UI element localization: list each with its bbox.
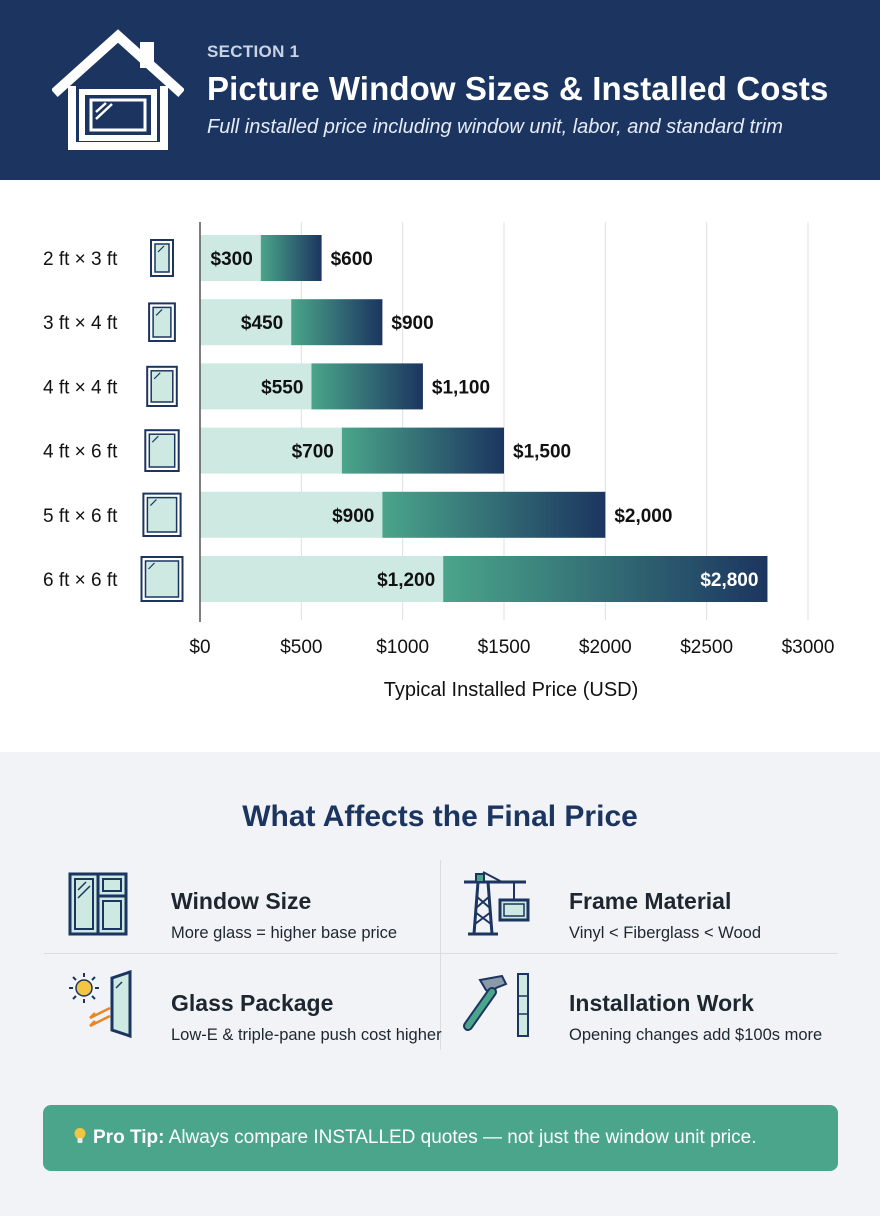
low-range-bar <box>200 363 312 410</box>
price-factors-section: What Affects the Final Price Window Size… <box>0 752 880 1216</box>
chart-canvas: $0 $500 $1000 $1500 $2000 $2500 $3000 2 ft × 3… <box>43 222 835 701</box>
factor-frame-material: Frame Material Vinyl < Fiberglass < Wood <box>462 868 852 958</box>
window-pane-icon <box>146 496 178 533</box>
category-label: 2 ft × 3 ft <box>43 249 118 270</box>
low-value-label: $450 <box>241 313 283 334</box>
window-glare-icon <box>155 308 163 316</box>
low-range-bar <box>200 235 261 281</box>
lightbulb-icon <box>74 1128 86 1143</box>
factor-desc: Opening changes add $100s more <box>569 1026 823 1044</box>
high-range-bar <box>341 427 504 474</box>
category-label: 5 ft × 6 ft <box>43 506 118 527</box>
price-range-chart: $0 $500 $1000 $1500 $2000 $2500 $3000 2 ft × 3… <box>0 180 880 752</box>
high-range-bar <box>311 363 423 410</box>
window-pane-icon <box>152 306 172 338</box>
low-value-label: $700 <box>292 442 334 463</box>
window-pane-icon <box>148 433 176 468</box>
page-subtitle: Full installed price including window un… <box>207 116 783 138</box>
high-value-label: $1,100 <box>432 377 490 398</box>
house-window-icon <box>52 29 184 150</box>
low-value-label: $1,200 <box>377 570 435 591</box>
high-range-bar <box>260 235 322 281</box>
factor-desc: Vinyl < Fiberglass < Wood <box>569 924 761 942</box>
factor-name: Glass Package <box>171 990 334 1016</box>
category-label: 4 ft × 6 ft <box>43 442 118 463</box>
factor-desc: Low-E & triple-pane push cost higher <box>171 1026 442 1044</box>
high-range-bar <box>443 556 768 602</box>
x-axis-label: Typical Installed Price (USD) <box>384 679 639 701</box>
window-pane-icon <box>150 370 174 403</box>
window-glare-icon <box>151 435 159 443</box>
x-tick-label: $500 <box>280 637 322 658</box>
hammer-icon <box>463 973 529 1037</box>
pro-tip-label: Pro Tip: <box>93 1127 165 1148</box>
factor-desc: More glass = higher base price <box>171 924 398 942</box>
factor-installation-work: Installation Work Opening changes add $1… <box>462 970 852 1060</box>
window-glare-icon <box>157 245 165 253</box>
high-value-label: $600 <box>331 249 373 270</box>
factor-name: Installation Work <box>569 990 754 1016</box>
low-range-bar <box>200 427 342 474</box>
high-range-bar <box>382 491 606 538</box>
page-title: Picture Window Sizes & Installed Costs <box>207 70 829 107</box>
category-label: 4 ft × 4 ft <box>43 377 118 398</box>
factor-divider-vertical <box>440 860 441 1050</box>
factors-title: What Affects the Final Price <box>242 800 638 833</box>
x-tick-label: $1500 <box>478 637 531 658</box>
window-glare-icon <box>149 499 157 507</box>
x-tick-label: $2000 <box>579 637 632 658</box>
factor-name: Frame Material <box>569 888 732 914</box>
factor-window-size: Window Size More glass = higher base pri… <box>64 868 454 958</box>
high-value-label: $2,800 <box>700 570 758 591</box>
pro-tip-banner: Pro Tip: Always compare INSTALLED quotes… <box>43 1105 838 1171</box>
window-glare-icon <box>153 372 161 380</box>
low-range-bar <box>200 556 444 602</box>
high-value-label: $900 <box>391 313 433 334</box>
low-value-label: $900 <box>332 506 374 527</box>
window-glare-icon <box>148 562 155 570</box>
low-value-label: $550 <box>261 377 303 398</box>
factor-glass-package: Glass Package Low-E & triple-pane push c… <box>64 970 454 1060</box>
window-grid-icon <box>68 872 128 936</box>
high-value-label: $1,500 <box>513 442 571 463</box>
x-tick-label: $0 <box>189 637 210 658</box>
low-value-label: $300 <box>211 249 253 270</box>
low-range-bar <box>200 491 383 538</box>
header-banner: SECTION 1 Picture Window Sizes & Install… <box>0 0 880 180</box>
factor-divider-horizontal <box>44 953 838 954</box>
x-tick-label: $2500 <box>680 637 733 658</box>
high-range-bar <box>291 299 383 346</box>
low-range-bar <box>200 299 292 346</box>
high-value-label: $2,000 <box>614 506 672 527</box>
section-label: SECTION 1 <box>207 42 300 61</box>
x-tick-label: $3000 <box>782 637 835 658</box>
sun-glass-icon <box>69 970 132 1039</box>
x-tick-label: $1000 <box>376 637 429 658</box>
category-label: 3 ft × 4 ft <box>43 313 118 334</box>
crane-icon <box>464 871 530 936</box>
pro-tip-text: Always compare INSTALLED quotes — not ju… <box>164 1127 757 1148</box>
category-label: 6 ft × 6 ft <box>43 570 118 591</box>
factor-name: Window Size <box>171 888 312 914</box>
